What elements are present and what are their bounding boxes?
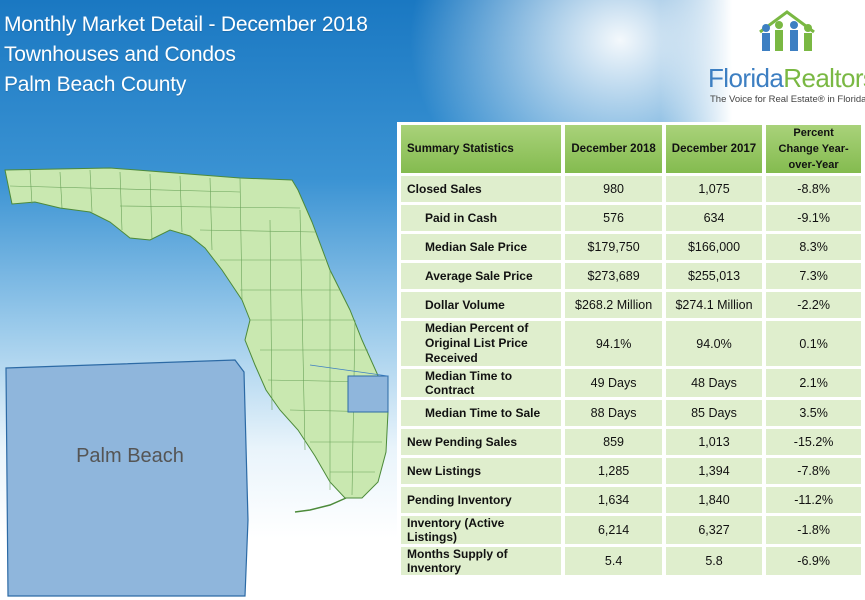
value-2017: 1,840 [665, 487, 763, 513]
value-2017: 48 Days [665, 369, 763, 397]
value-change: 0.1% [766, 321, 861, 366]
table-row: Median Time to Contract 49 Days 48 Days … [401, 369, 861, 397]
row-label: Inventory (Active Listings) [401, 516, 562, 544]
table-row: Median Sale Price $179,750 $166,000 8.3% [401, 234, 861, 260]
header-highlight [660, 0, 865, 125]
table-row: Dollar Volume $268.2 Million $274.1 Mill… [401, 292, 861, 318]
logo-tagline: The Voice for Real Estate® in Florida [710, 94, 865, 105]
table-row: Paid in Cash 576 634 -9.1% [401, 205, 861, 231]
value-2018: $273,689 [565, 263, 662, 289]
value-change: 2.1% [766, 369, 861, 397]
value-2018: 49 Days [565, 369, 662, 397]
row-label: Dollar Volume [401, 292, 562, 318]
florida-realtors-logo: FloridaRealtors® The Voice for Real Esta… [700, 8, 865, 108]
logo-wordmark: FloridaRealtors® [708, 63, 865, 94]
value-2017: 94.0% [665, 321, 763, 366]
value-2017: 634 [665, 205, 763, 231]
callout-line-top [309, 364, 389, 377]
palm-beach-enlarged-shape [5, 359, 249, 597]
table-row: Pending Inventory 1,634 1,840 -11.2% [401, 487, 861, 513]
value-2017: $274.1 Million [665, 292, 763, 318]
value-2018: 88 Days [565, 400, 662, 426]
row-label: Paid in Cash [401, 205, 562, 231]
table-row: Median Percent of Original List Price Re… [401, 321, 861, 366]
title-line-3: Palm Beach County [4, 73, 187, 96]
logo-name-part1: Florida [708, 63, 784, 93]
row-label: Median Time to Contract [401, 369, 562, 397]
table-row: New Pending Sales 859 1,013 -15.2% [401, 429, 861, 455]
title-line-2: Townhouses and Condos [4, 43, 236, 66]
value-2017: 5.8 [665, 547, 763, 575]
value-2017: 1,013 [665, 429, 763, 455]
summary-statistics-table: Summary Statistics December 2018 Decembe… [397, 122, 865, 598]
table-row: Months Supply of Inventory 5.4 5.8 -6.9% [401, 547, 861, 575]
value-2017: 1,394 [665, 458, 763, 484]
value-2018: 576 [565, 205, 662, 231]
value-change: -7.8% [766, 458, 861, 484]
row-label: Average Sale Price [401, 263, 562, 289]
value-change: 7.3% [766, 263, 861, 289]
row-label: New Pending Sales [401, 429, 562, 455]
value-change: -11.2% [766, 487, 861, 513]
value-2018: $268.2 Million [565, 292, 662, 318]
header-summary-statistics: Summary Statistics [401, 125, 562, 173]
value-2018: 94.1% [565, 321, 662, 366]
table-row: Average Sale Price $273,689 $255,013 7.3… [401, 263, 861, 289]
value-2017: $166,000 [665, 234, 763, 260]
table-row: New Listings 1,285 1,394 -7.8% [401, 458, 861, 484]
value-2018: 980 [565, 176, 662, 202]
value-2018: 859 [565, 429, 662, 455]
value-change: -2.2% [766, 292, 861, 318]
value-change: -1.8% [766, 516, 861, 544]
value-change: -6.9% [766, 547, 861, 575]
header-december-2017: December 2017 [665, 125, 763, 173]
value-change: -15.2% [766, 429, 861, 455]
value-2018: 6,214 [565, 516, 662, 544]
value-2017: 6,327 [665, 516, 763, 544]
people-house-logo-icon [759, 10, 815, 51]
value-change: 8.3% [766, 234, 861, 260]
title-line-1: Monthly Market Detail - December 2018 [4, 13, 368, 36]
header-december-2018: December 2018 [565, 125, 662, 173]
value-change: 3.5% [766, 400, 861, 426]
florida-state-shape [4, 167, 389, 513]
row-label: Closed Sales [401, 176, 562, 202]
value-change: -9.1% [766, 205, 861, 231]
table-header-row: Summary Statistics December 2018 Decembe… [401, 125, 861, 173]
value-2018: 1,285 [565, 458, 662, 484]
palm-beach-county-highlight [347, 375, 389, 413]
row-label: Median Percent of Original List Price Re… [401, 321, 562, 366]
florida-county-map: Palm Beach [4, 167, 389, 597]
row-label: Months Supply of Inventory [401, 547, 562, 575]
county-borders [9, 169, 386, 496]
row-label: Median Sale Price [401, 234, 562, 260]
value-2018: 5.4 [565, 547, 662, 575]
value-2017: 85 Days [665, 400, 763, 426]
value-change: -8.8% [766, 176, 861, 202]
logo-name-part2: Realtors [783, 63, 865, 93]
value-2017: $255,013 [665, 263, 763, 289]
row-label: Median Time to Sale [401, 400, 562, 426]
table-row: Median Time to Sale 88 Days 85 Days 3.5% [401, 400, 861, 426]
value-2018: $179,750 [565, 234, 662, 260]
table-row: Inventory (Active Listings) 6,214 6,327 … [401, 516, 861, 544]
row-label: New Listings [401, 458, 562, 484]
value-2017: 1,075 [665, 176, 763, 202]
header-percent-change: Percent Change Year-over-Year [766, 125, 861, 173]
table-row: Closed Sales 980 1,075 -8.8% [401, 176, 861, 202]
county-label: Palm Beach [76, 445, 184, 467]
row-label: Pending Inventory [401, 487, 562, 513]
report-title: Monthly Market Detail - December 2018 To… [4, 10, 368, 100]
value-2018: 1,634 [565, 487, 662, 513]
